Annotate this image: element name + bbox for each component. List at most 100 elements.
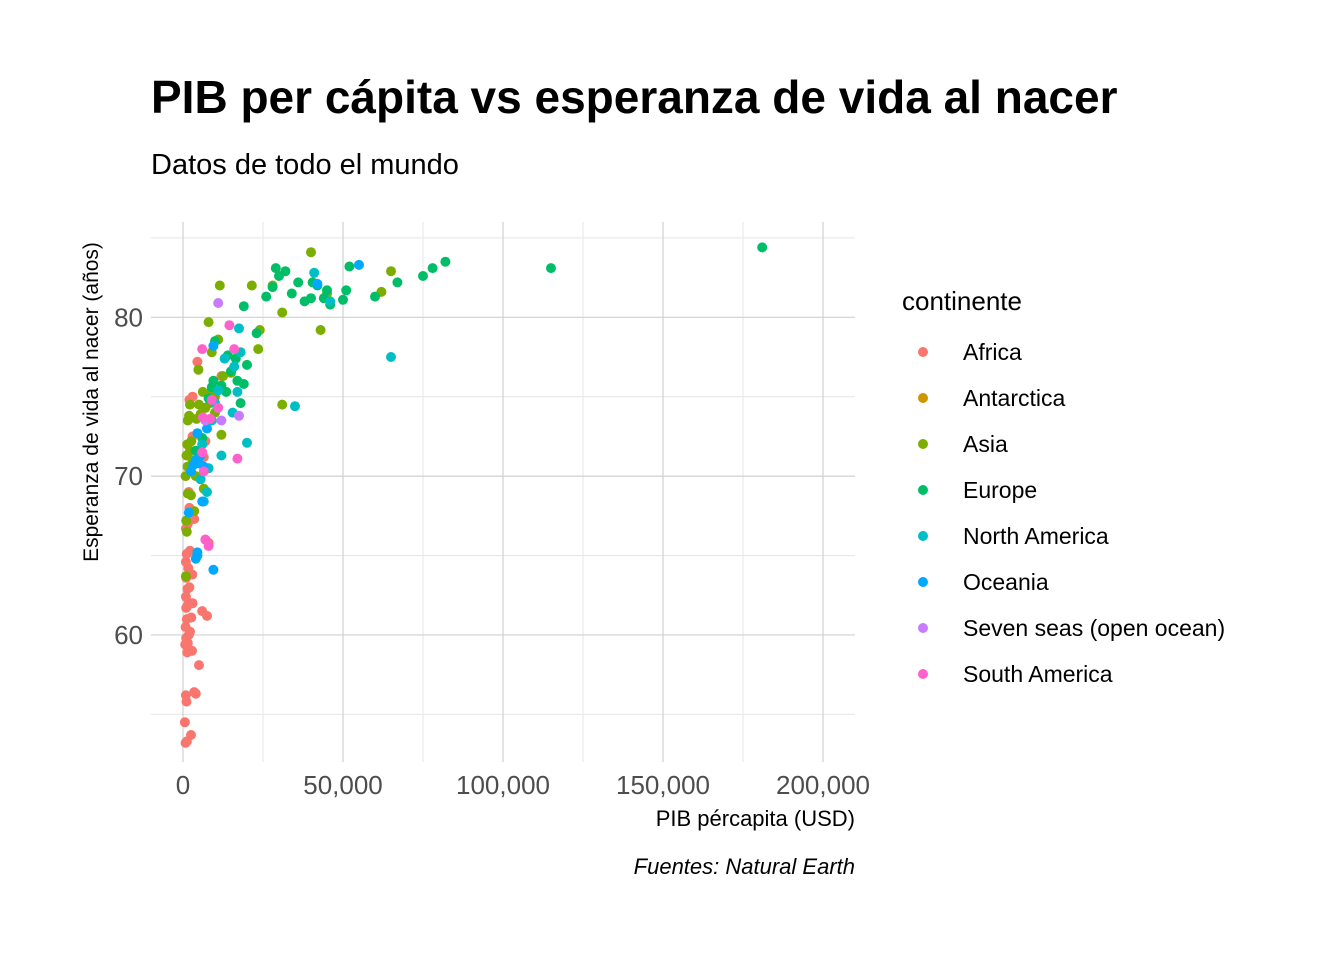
legend-label: Africa [963,338,1022,365]
data-point [213,385,224,396]
data-point [202,423,212,434]
x-axis-label: PIB pércapita (USD) [656,806,855,831]
legend-title: continente [902,286,1022,316]
data-point [218,371,228,382]
legend-key-icon [918,393,928,403]
data-point [229,361,240,372]
data-point [392,277,403,288]
data-point [180,556,191,567]
data-point [286,288,297,299]
data-point [198,466,209,477]
legend-item: North America [902,513,1225,559]
legend-item: Europe [902,467,1225,513]
legend-item: Asia [902,421,1225,467]
legend-label: North America [963,522,1109,549]
data-point [312,278,323,289]
data-point [186,612,197,623]
data-point [208,564,219,575]
data-point [181,515,192,526]
data-point [197,496,208,507]
data-point [181,526,192,537]
legend-items: Africa Antarctica Asia Europe North America O… [902,329,1225,697]
data-point [235,398,246,409]
x-tick-label: 200,000 [776,770,870,800]
data-point [306,293,316,304]
legend-label: South America [963,660,1113,687]
data-point [238,301,249,312]
data-point [187,598,198,609]
data-point [224,320,235,331]
axis-ticks: 0 50,000 100,000 150,000 200,000 60 70 80 [114,302,870,800]
data-point [202,610,212,621]
data-point [216,450,227,461]
x-tick-label: 100,000 [456,770,550,800]
data-point [344,261,355,272]
legend-label: Oceania [963,568,1049,595]
chart-subtitle: Datos de todo el mundo [151,149,459,181]
data-point [234,323,244,334]
data-point [242,359,252,370]
data-point [208,375,219,386]
legend-label: Seven seas (open ocean) [963,614,1226,641]
y-axis-label: Esperanza de vida al nacer (años) [80,242,103,562]
data-point [187,391,198,402]
data-point [221,386,232,397]
data-point [179,717,190,728]
legend-key-icon [918,347,928,357]
legend-key-icon [918,577,928,587]
data-point [341,285,352,296]
legend-item: Seven seas (open ocean) [902,605,1225,651]
data-point [180,690,191,701]
data-point [325,296,336,307]
legend-label: Europe [963,476,1038,503]
data-point [192,547,203,558]
y-tick-label: 60 [114,620,143,650]
data-point [234,410,244,421]
x-tick-label: 0 [176,770,190,800]
data-point [186,436,197,447]
data-point [180,622,191,632]
data-point [183,507,194,518]
legend-key-icon [918,485,928,495]
legend: continente Africa Antarctica Asia Europe Nor… [902,286,1225,697]
data-point [277,307,288,318]
data-point [197,439,208,450]
y-tick-label: 70 [114,461,143,491]
data-point [242,437,252,448]
legend-label: Asia [963,430,1008,457]
data-point [293,277,304,288]
data-point [185,399,195,410]
legend-key-icon [918,531,928,541]
data-point [192,428,203,439]
data-point [193,364,204,375]
data-point [757,242,768,253]
data-point [208,340,219,351]
data-point [187,645,197,656]
legend-key-icon [918,439,928,449]
data-point [197,344,208,355]
data-point [440,256,451,267]
data-point [418,271,428,281]
data-point [180,591,191,602]
data-point [194,660,204,671]
data-point [195,474,206,485]
data-point [213,402,224,413]
data-point [213,298,224,308]
chart-title: PIB per cápita vs esperanza de vida al n… [151,71,1118,123]
data-point [232,453,243,464]
data-point [203,541,214,551]
data-point [267,282,278,293]
data-point [290,401,300,412]
data-point [219,353,230,364]
data-point [309,267,320,278]
data-point [246,280,257,291]
data-point [354,259,364,270]
legend-item: South America [902,651,1225,697]
x-tick-label: 150,000 [616,770,710,800]
data-point [370,291,380,302]
data-point [386,266,396,277]
data-points [179,242,768,748]
data-point [197,412,208,423]
data-point [261,291,272,302]
data-point [232,386,243,397]
